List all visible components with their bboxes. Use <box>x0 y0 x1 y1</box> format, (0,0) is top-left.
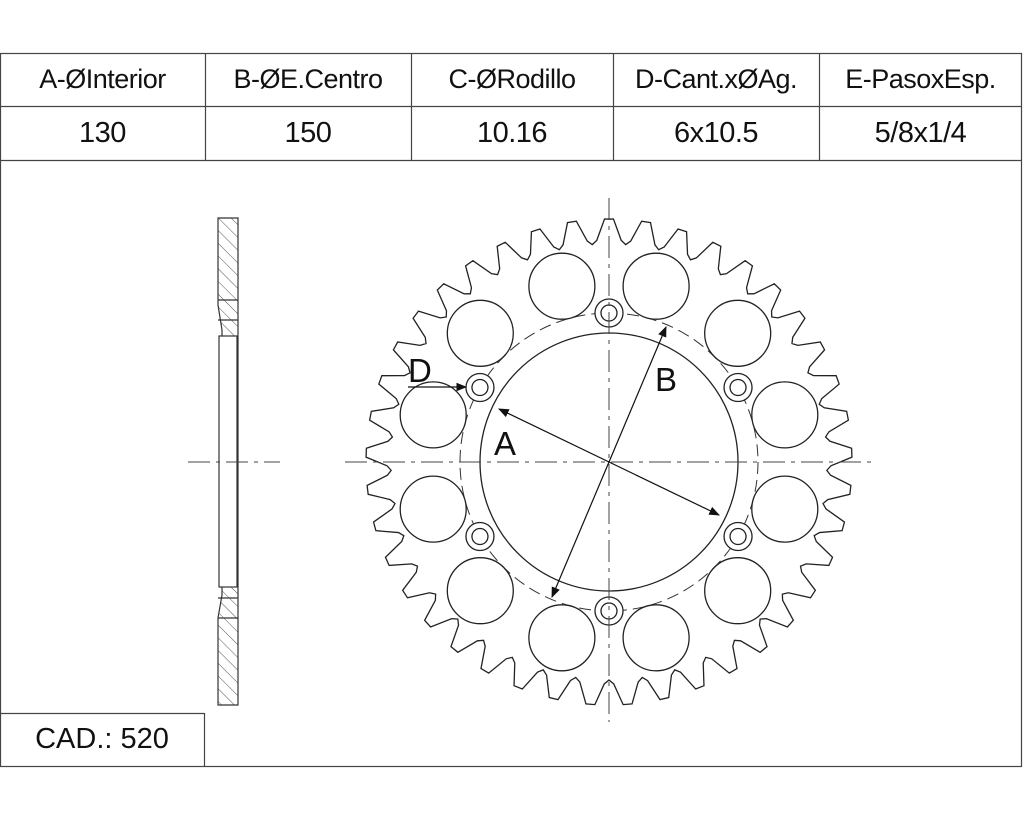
value-roller-diameter: 10.16 <box>476 116 548 149</box>
spec-table: A-ØInterior B-ØE.Centro C-ØRodillo D-Can… <box>0 53 1022 160</box>
bolt-hole-inner <box>471 378 489 397</box>
value-interior-diameter: 130 <box>79 116 126 149</box>
label-b: B <box>655 361 677 398</box>
value-pitch-thickness: 5/8x1/4 <box>874 116 967 149</box>
lightening-hole <box>622 604 690 672</box>
lightening-hole <box>399 475 467 543</box>
dimension-lines <box>408 326 720 598</box>
lightening-hole <box>704 557 772 625</box>
value-bolt-circle-diameter: 150 <box>284 116 332 149</box>
dimension-b-line <box>551 326 667 598</box>
lightening-hole <box>751 475 819 543</box>
header-interior-diameter: A-ØInterior <box>39 64 166 94</box>
lightening-hole <box>622 252 690 320</box>
header-hole-count-diameter: D-Cant.xØAg. <box>634 64 798 94</box>
header-pitch-thickness: E-PasoxEsp. <box>845 64 996 94</box>
label-a: A <box>494 425 516 462</box>
bolt-hole-inner <box>471 527 489 546</box>
centerlines <box>345 198 872 722</box>
bolt-hole-inner <box>729 527 747 546</box>
lightening-hole <box>399 381 467 449</box>
lightening-hole <box>528 604 596 672</box>
sprocket-teeth-outline <box>365 218 853 706</box>
outer-border <box>0 52 1023 768</box>
bolt-circle-dashed <box>459 312 759 612</box>
cad-code: CAD.: 520 <box>35 723 169 755</box>
lightening-hole <box>528 252 596 320</box>
lightening-hole-group <box>399 252 819 672</box>
label-d: D <box>408 352 432 389</box>
bolt-hole-inner <box>729 378 747 397</box>
header-roller-diameter: C-ØRodillo <box>448 64 576 94</box>
lightening-hole <box>704 299 772 367</box>
header-bolt-circle-diameter: B-ØE.Centro <box>233 64 383 94</box>
lightening-hole <box>446 557 514 625</box>
value-hole-count-diameter: 6x10.5 <box>673 116 759 149</box>
lightening-hole <box>446 299 514 367</box>
lightening-hole <box>751 381 819 449</box>
